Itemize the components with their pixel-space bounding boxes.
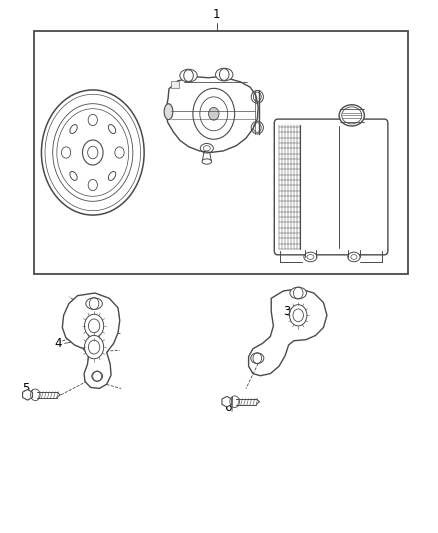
Text: 5: 5 [21,382,29,395]
Circle shape [208,108,219,120]
Ellipse shape [180,69,197,82]
Circle shape [85,335,104,359]
Ellipse shape [290,287,307,299]
Circle shape [85,314,104,337]
Ellipse shape [339,105,364,126]
FancyBboxPatch shape [274,119,388,255]
Polygon shape [222,397,232,407]
Ellipse shape [164,104,173,119]
Polygon shape [23,390,32,400]
Polygon shape [171,81,179,88]
Ellipse shape [304,252,317,262]
Text: 3: 3 [283,305,290,318]
Polygon shape [62,293,120,389]
Bar [34,30,408,274]
Circle shape [290,305,307,326]
Ellipse shape [348,252,360,262]
Text: 4: 4 [54,337,62,350]
Ellipse shape [86,298,102,310]
Polygon shape [249,289,327,376]
Polygon shape [166,77,258,152]
Text: 6: 6 [224,400,231,414]
Ellipse shape [215,68,233,81]
Text: 1: 1 [213,8,221,21]
Ellipse shape [251,353,264,364]
Ellipse shape [92,372,102,381]
